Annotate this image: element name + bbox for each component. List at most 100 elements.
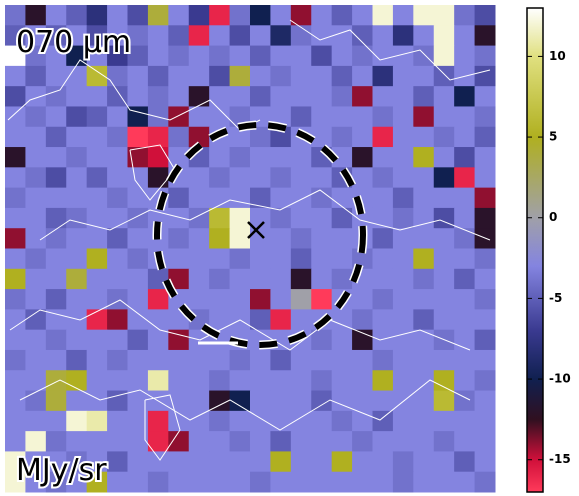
cell bbox=[454, 410, 476, 432]
cell bbox=[331, 309, 353, 331]
colorbar-ticks: 10 5 0 -5 -10 -15 bbox=[527, 49, 571, 466]
cell bbox=[474, 349, 496, 371]
cell bbox=[413, 25, 435, 47]
colorbar-tick-label: 5 bbox=[549, 130, 557, 144]
cell bbox=[209, 228, 231, 249]
cell bbox=[45, 289, 67, 310]
cell bbox=[127, 349, 149, 371]
cell bbox=[168, 25, 190, 47]
cell bbox=[127, 167, 149, 189]
cell bbox=[454, 126, 476, 148]
cell bbox=[209, 167, 231, 189]
cell bbox=[290, 187, 312, 209]
cell bbox=[25, 106, 47, 128]
cell bbox=[372, 431, 394, 452]
cell bbox=[168, 5, 190, 26]
cell bbox=[311, 248, 333, 270]
cell bbox=[311, 431, 333, 452]
cell bbox=[454, 167, 476, 189]
cell bbox=[372, 248, 394, 270]
cell bbox=[433, 25, 455, 47]
cell bbox=[352, 390, 373, 412]
cell bbox=[433, 309, 455, 331]
cell bbox=[66, 126, 88, 148]
cell bbox=[66, 289, 88, 310]
cell bbox=[66, 410, 88, 432]
cell bbox=[290, 390, 312, 412]
cell bbox=[392, 65, 414, 87]
cell bbox=[372, 207, 394, 229]
cell bbox=[474, 126, 496, 148]
cell bbox=[229, 126, 251, 148]
cell bbox=[209, 147, 231, 168]
cell bbox=[433, 86, 455, 107]
cell bbox=[127, 309, 149, 331]
cell bbox=[311, 86, 333, 107]
cell bbox=[188, 410, 210, 432]
cell bbox=[188, 45, 210, 67]
cell bbox=[107, 45, 128, 67]
cell bbox=[413, 370, 435, 392]
cell bbox=[66, 86, 88, 107]
cell bbox=[25, 5, 47, 26]
cell bbox=[474, 167, 496, 189]
cell bbox=[372, 65, 394, 87]
cell bbox=[311, 106, 333, 128]
cell bbox=[188, 248, 210, 270]
cell bbox=[209, 86, 231, 107]
cell bbox=[454, 207, 476, 229]
cell bbox=[147, 451, 169, 473]
cell bbox=[372, 167, 394, 189]
cell bbox=[290, 268, 312, 290]
cell bbox=[352, 309, 373, 331]
cell bbox=[45, 167, 67, 189]
colorbar bbox=[526, 7, 544, 493]
cell bbox=[5, 268, 26, 290]
contour bbox=[19, 379, 471, 431]
cell bbox=[454, 471, 476, 493]
cell bbox=[392, 410, 414, 432]
cell bbox=[270, 289, 292, 310]
cell bbox=[147, 329, 169, 351]
cell bbox=[250, 248, 271, 270]
cell bbox=[250, 309, 271, 331]
cell bbox=[372, 309, 394, 331]
cell bbox=[66, 207, 88, 229]
cell bbox=[209, 431, 231, 452]
cell bbox=[250, 5, 271, 26]
cell bbox=[331, 126, 353, 148]
cell bbox=[474, 25, 496, 47]
cell bbox=[454, 228, 476, 249]
cell bbox=[270, 5, 292, 26]
cell bbox=[229, 471, 251, 493]
cell bbox=[229, 65, 251, 87]
cell bbox=[66, 228, 88, 249]
cell bbox=[45, 349, 67, 371]
cell bbox=[331, 86, 353, 107]
cell bbox=[352, 147, 373, 168]
cell bbox=[25, 268, 47, 290]
cell bbox=[250, 187, 271, 209]
cell bbox=[372, 370, 394, 392]
cell bbox=[188, 349, 210, 371]
cell bbox=[127, 289, 149, 310]
cell bbox=[25, 25, 47, 47]
cell bbox=[392, 370, 414, 392]
cell bbox=[168, 65, 190, 87]
cell bbox=[107, 431, 128, 452]
cell bbox=[86, 289, 108, 310]
cell bbox=[209, 309, 231, 331]
cell bbox=[413, 228, 435, 249]
cell bbox=[454, 289, 476, 310]
cell bbox=[25, 126, 47, 148]
cell bbox=[433, 187, 455, 209]
cell bbox=[66, 471, 88, 493]
cell bbox=[290, 207, 312, 229]
cell bbox=[45, 207, 67, 229]
cell bbox=[311, 451, 333, 473]
cell bbox=[352, 431, 373, 452]
cell bbox=[188, 390, 210, 412]
cell bbox=[331, 147, 353, 168]
cell bbox=[107, 167, 128, 189]
cell bbox=[5, 309, 26, 331]
